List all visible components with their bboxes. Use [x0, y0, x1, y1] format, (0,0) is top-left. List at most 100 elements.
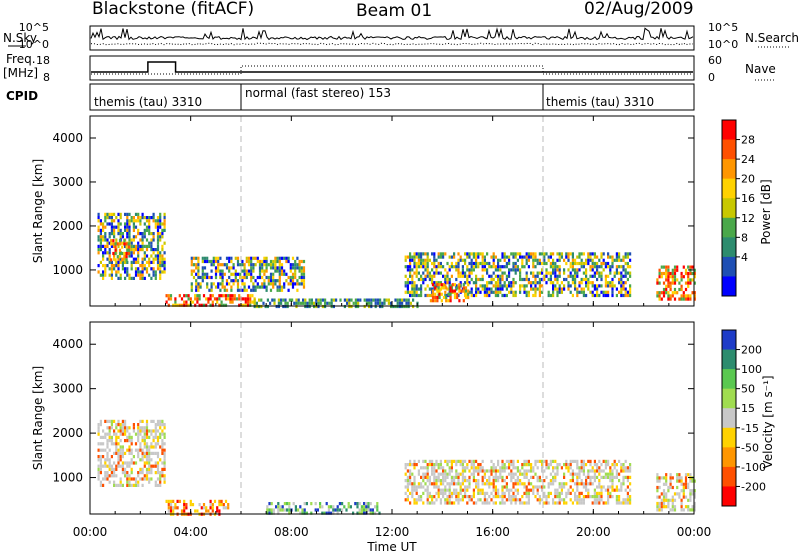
power-data-cell [450, 261, 453, 266]
velocity-data-cell [426, 485, 429, 489]
velocity-data-cell [547, 463, 550, 467]
velocity-data-cell [420, 475, 423, 479]
power-colorbar-swatch [722, 139, 736, 160]
velocity-data-cell [167, 503, 170, 507]
power-data-cell [448, 255, 451, 259]
power-data-cell [263, 285, 266, 289]
power-data-cell [514, 261, 517, 266]
velocity-data-cell [593, 501, 596, 505]
power-data-cell [541, 271, 544, 275]
power-data-cell [211, 303, 214, 307]
power-data-cell [611, 258, 614, 262]
power-data-cell [317, 301, 320, 305]
power-data-cell [422, 258, 425, 262]
velocity-data-cell [119, 464, 122, 468]
velocity-data-cell [191, 503, 195, 507]
power-data-cell [497, 281, 500, 285]
velocity-data-cell [660, 501, 663, 506]
power-data-cell [324, 298, 327, 302]
power-data-cell [527, 252, 530, 256]
velocity-data-cell [437, 491, 440, 495]
power-data-cell [207, 297, 210, 301]
power-data-cell [249, 294, 252, 298]
velocity-data-cell [516, 459, 519, 463]
velocity-data-cell [227, 506, 230, 510]
nsky-right-tick-bottom: 10^0 [708, 38, 738, 51]
velocity-data-cell [154, 445, 157, 449]
velocity-data-cell [358, 508, 361, 512]
power-data-cell [620, 290, 623, 294]
velocity-data-cell [525, 459, 528, 463]
power-data-cell [596, 293, 599, 298]
power-data-cell [148, 216, 151, 220]
power-data-cell [128, 232, 131, 236]
velocity-data-cell [145, 419, 149, 423]
velocity-data-cell [488, 485, 491, 489]
velocity-data-cell [532, 475, 535, 479]
power-data-cell [609, 284, 612, 288]
velocity-data-cell [613, 466, 616, 470]
velocity-data-cell [198, 503, 201, 507]
velocity-data-cell [536, 479, 539, 483]
power-data-cell [249, 303, 252, 307]
velocity-data-cell [620, 466, 623, 470]
power-data-cell [596, 255, 599, 259]
velocity-data-cell [468, 482, 471, 486]
velocity-data-cell [607, 463, 610, 467]
power-data-cell [488, 293, 491, 298]
power-data-cell [125, 255, 128, 259]
velocity-data-cell [409, 472, 412, 476]
power-data-cell [626, 290, 629, 294]
power-data-cell [110, 273, 113, 277]
velocity-data-cell [426, 479, 429, 483]
power-data-cell [444, 281, 447, 285]
power-data-cell [687, 275, 690, 279]
power-data-cell [464, 258, 467, 262]
velocity-data-cell [356, 502, 359, 506]
power-data-cell [368, 298, 371, 302]
velocity-data-cell [409, 491, 412, 495]
power-data-cell [585, 284, 588, 288]
power-data-cell [453, 252, 456, 256]
power-data-cell [558, 258, 561, 262]
velocity-data-cell [534, 472, 537, 476]
velocity-data-cell [602, 475, 605, 479]
velocity-data-cell [538, 459, 541, 463]
velocity-data-cell [527, 469, 530, 473]
power-data-cell [422, 261, 425, 266]
power-frame [89, 115, 695, 307]
velocity-data-cell [671, 495, 674, 499]
power-data-cell [598, 265, 601, 269]
power-data-cell [231, 297, 234, 301]
power-data-cell [291, 263, 295, 267]
velocity-data-cell [563, 482, 566, 486]
power-data-cell [207, 300, 210, 304]
power-data-cell [152, 273, 155, 277]
power-data-cell [624, 281, 627, 285]
velocity-data-cell [130, 458, 133, 462]
power-data-cell [287, 256, 290, 260]
velocity-colorbar-label: Velocity [m s⁻¹] [761, 375, 775, 468]
power-data-cell [289, 275, 292, 280]
power-data-cell [256, 259, 259, 264]
power-data-cell [667, 268, 670, 272]
power-data-cell [538, 258, 541, 262]
power-data-cell [458, 286, 461, 290]
power-data-cell [492, 284, 495, 288]
power-data-cell [97, 238, 100, 242]
power-data-cell [488, 281, 491, 285]
velocity-data-cell [319, 505, 322, 509]
power-data-cell [560, 287, 563, 291]
velocity-data-cell [154, 423, 157, 427]
power-data-cell [461, 271, 464, 275]
velocity-data-cell [374, 505, 377, 509]
velocity-data-cell [437, 479, 440, 483]
velocity-data-cell [338, 508, 341, 512]
velocity-data-cell [490, 469, 493, 473]
velocity-data-cell [453, 479, 456, 483]
power-data-cell [116, 242, 119, 246]
power-data-cell [271, 298, 274, 302]
velocity-data-cell [558, 498, 561, 502]
velocity-data-cell [457, 472, 460, 476]
